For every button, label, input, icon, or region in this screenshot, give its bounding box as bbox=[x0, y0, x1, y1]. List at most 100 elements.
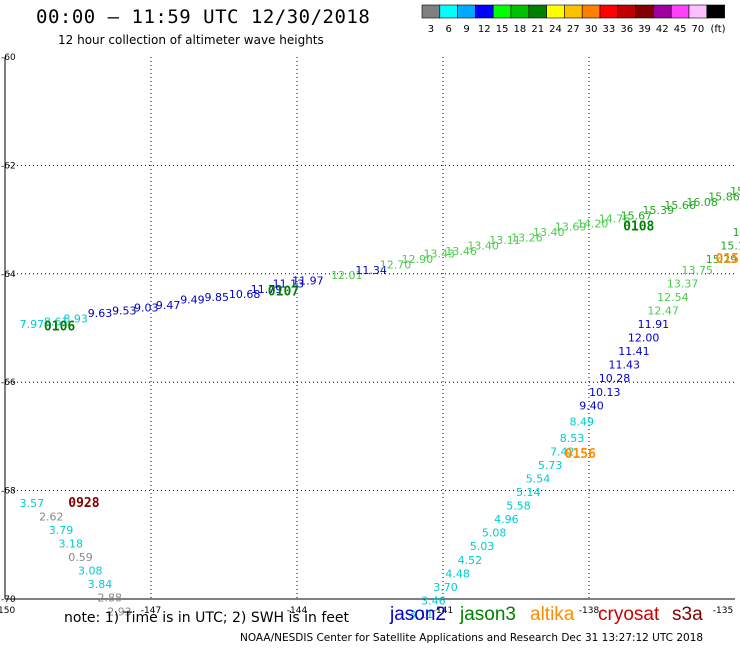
wave-height-label: 9.63 bbox=[88, 307, 113, 320]
legend-bin-label: 15 bbox=[496, 24, 509, 35]
lon-tick-label: -141 bbox=[433, 606, 453, 616]
lat-tick-label: -66 bbox=[1, 378, 16, 388]
legend-bin-label: 42 bbox=[656, 24, 669, 35]
wave-height-label: 3.57 bbox=[20, 497, 44, 510]
wave-height-label: 11.79 bbox=[251, 283, 283, 296]
legend-swatch bbox=[688, 4, 708, 19]
legend-swatch bbox=[635, 4, 654, 19]
wave-height-label: 12.00 bbox=[628, 332, 660, 345]
legend-s3a: s3a bbox=[672, 604, 703, 625]
wave-height-label: 13.40 bbox=[467, 239, 499, 252]
legend-bin-label: 33 bbox=[603, 24, 616, 35]
pass-time-label: 0928 bbox=[68, 496, 99, 511]
legend-bin-label: 39 bbox=[638, 24, 651, 35]
wave-height-label: 8.49 bbox=[570, 416, 595, 429]
page-title: 00:00 – 11:59 UTC 12/30/2018 bbox=[36, 6, 371, 28]
legend-swatch bbox=[457, 4, 476, 19]
legend-swatch bbox=[617, 4, 636, 19]
wave-height-label: 10.68 bbox=[229, 288, 261, 301]
legend-unit: (ft) bbox=[710, 24, 725, 35]
legend-altika: altika bbox=[530, 604, 575, 625]
wave-height-label: 13.26 bbox=[511, 231, 542, 244]
wave-height-label: 12.01 bbox=[331, 269, 363, 282]
wave-height-label: 13.46 bbox=[445, 245, 477, 258]
legend-swatch bbox=[564, 4, 583, 19]
lat-tick-label: -60 bbox=[1, 53, 16, 63]
wave-height-label: 13.40 bbox=[533, 226, 565, 239]
wave-height-label: 15.67 bbox=[621, 210, 653, 223]
wave-height-label: 13.75 bbox=[681, 264, 713, 277]
pass-time-label: 0156 bbox=[565, 447, 596, 462]
wave-height-label: 11.34 bbox=[355, 264, 387, 277]
wave-height-label: 15.39 bbox=[643, 204, 675, 217]
legend-swatch bbox=[670, 4, 690, 19]
wave-height-label: 12.54 bbox=[657, 291, 689, 304]
wave-height-label: 9.85 bbox=[205, 291, 230, 304]
wave-height-label: 2.93 bbox=[107, 605, 132, 618]
wave-height-label: 12.70 bbox=[380, 258, 412, 271]
wave-height-label: 13.11 bbox=[489, 234, 521, 247]
wave-height-label: 12.90 bbox=[402, 253, 434, 266]
legend-bin-label: 6 bbox=[446, 24, 452, 35]
wave-height-label: 14.20 bbox=[577, 218, 609, 231]
wave-height-label: 11.97 bbox=[292, 275, 324, 288]
wave-height-label: 9.49 bbox=[180, 294, 205, 307]
wave-height-label: 0.59 bbox=[68, 551, 93, 564]
legend-bin-label: 12 bbox=[478, 24, 491, 35]
legend-cryosat: cryosat bbox=[598, 604, 660, 625]
legend-bin-label: 45 bbox=[674, 24, 687, 35]
legend-swatch bbox=[421, 4, 441, 19]
wave-height-label: 3.70 bbox=[433, 581, 458, 594]
wave-height-label: 13.69 bbox=[555, 220, 587, 233]
wave-height-label: 15.66 bbox=[664, 199, 696, 212]
wave-height-label: 15.70 bbox=[730, 185, 740, 198]
wave-height-label: 3.11 bbox=[409, 608, 434, 621]
legend-bin-label: 70 bbox=[692, 24, 705, 35]
wave-height-label: 11.41 bbox=[618, 345, 650, 358]
wave-height-label: 2.62 bbox=[39, 510, 64, 523]
wave-height-label: 10.13 bbox=[589, 386, 621, 399]
legend-swatch bbox=[510, 4, 530, 19]
legend-bin-label: 21 bbox=[531, 24, 544, 35]
legend-swatch bbox=[492, 4, 512, 19]
legend-swatch bbox=[581, 4, 601, 19]
wave-height-label: 2.88 bbox=[97, 592, 122, 605]
wave-height-labels: 7.97 8.618.93 9.63 9.539.039.47 9.49 9.85 10.6… bbox=[20, 185, 740, 621]
legend-swatch bbox=[706, 4, 725, 19]
lon-tick-label: -135 bbox=[713, 606, 733, 616]
pass-time-labels: 0106 0107 0108 0155 0156 0928 bbox=[44, 219, 740, 510]
footer-note: note: 1) Time is in UTC; 2) SWH is in fe… bbox=[64, 610, 350, 626]
lat-tick-label: -62 bbox=[1, 161, 16, 171]
lat-lon-grid: -150 -147 -144 -141 -138 -135 -60 -62 -64 -66 -68 -… bbox=[0, 53, 735, 616]
wave-height-label: 11.91 bbox=[638, 318, 670, 331]
legend-bin-label: 30 bbox=[585, 24, 598, 35]
wave-height-label: 15.29 bbox=[706, 253, 738, 266]
wave-height-label: 5.58 bbox=[506, 500, 531, 513]
legend-swatch bbox=[475, 4, 494, 19]
lat-tick-label: -64 bbox=[1, 270, 16, 280]
wave-height-label: 13.43 bbox=[424, 248, 456, 261]
wave-height-label: 5.73 bbox=[538, 459, 563, 472]
wave-height-label: 9.53 bbox=[112, 304, 137, 317]
wave-height-label: 4.52 bbox=[458, 554, 483, 567]
wave-height-label: 14.76 bbox=[599, 212, 631, 225]
wave-height-label: 12.47 bbox=[647, 304, 679, 317]
wave-height-label: 11.13 bbox=[273, 277, 305, 290]
legend-bin-label: 24 bbox=[549, 24, 562, 35]
legend-jason2: jason2 bbox=[390, 604, 446, 625]
color-legend: 3 6 9 12 15 18 21 24 27 30 33 36 39 42 45 70 (ft) bbox=[421, 4, 726, 35]
wave-height-label: 9.40 bbox=[579, 399, 604, 412]
lat-tick-label: -70 bbox=[1, 595, 16, 605]
lon-tick-label: -138 bbox=[579, 606, 600, 616]
legend-bin-label: 3 bbox=[428, 24, 434, 35]
wave-height-label: 3.79 bbox=[49, 524, 74, 537]
wave-height-label: 11.43 bbox=[608, 359, 640, 372]
wave-height-label: 9.03 bbox=[134, 302, 159, 315]
pass-time-label: 0107 bbox=[268, 284, 299, 299]
wave-height-label: 8.61 bbox=[44, 315, 69, 328]
wave-height-label: 10.28 bbox=[599, 372, 631, 385]
legend-swatch bbox=[653, 4, 672, 19]
wave-height-label: 7.97 bbox=[20, 318, 44, 331]
wave-height-label: 5.08 bbox=[482, 527, 507, 540]
